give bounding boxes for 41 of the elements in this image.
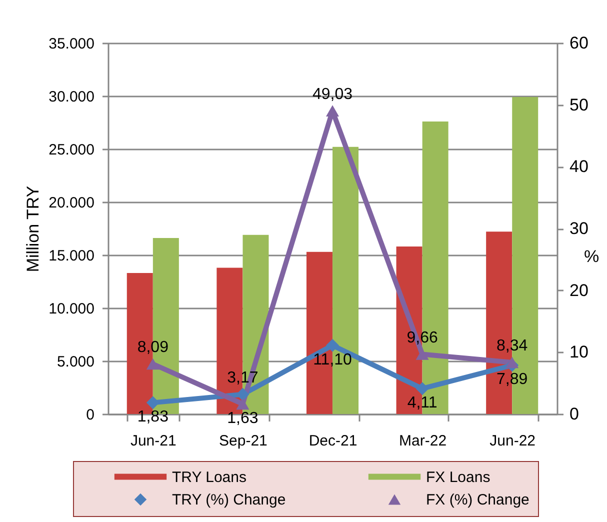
y2-tick-label: 40: [570, 157, 588, 176]
data-label: 7,89: [496, 371, 528, 388]
data-label: 49,03: [312, 86, 353, 103]
y-tick-label: 15.000: [48, 248, 94, 264]
y2-tick-label: 10: [570, 342, 588, 362]
data-label: 4,11: [407, 394, 438, 412]
x-tick-label: Jun-22: [490, 432, 536, 450]
point: [416, 348, 429, 360]
legend-label: FX Loans: [426, 468, 490, 486]
y2-tick-label: 20: [570, 280, 588, 300]
y2-tick-label: 60: [570, 34, 588, 52]
y2-tick-label: 30: [570, 219, 588, 238]
y-tick-label: 35.000: [48, 36, 94, 52]
point: [236, 388, 250, 401]
point: [326, 105, 340, 116]
x-tick-label: Sep-21: [219, 432, 268, 450]
legend-label: TRY Loans: [172, 468, 246, 486]
data-label: 1,63: [227, 410, 258, 427]
point: [236, 398, 250, 410]
y2-tick-label: 0: [570, 404, 579, 424]
y-tick-label: 5.000: [56, 354, 94, 370]
y2-axis-title: %: [584, 247, 600, 266]
y-tick-label: 10.000: [48, 300, 94, 318]
point: [146, 358, 160, 370]
y2-tick-label: 50: [570, 95, 588, 114]
y-tick-label: 20.000: [48, 194, 94, 212]
data-label: 8,09: [137, 338, 169, 356]
point: [506, 356, 519, 368]
y-tick-label: 0: [86, 406, 94, 424]
x-tick-label: Jun-21: [130, 432, 176, 450]
x-tick-label: Mar-22: [399, 432, 447, 450]
y-axis-title: Million TRY: [24, 186, 43, 272]
legend-label: TRY (%) Change: [172, 492, 286, 508]
point: [326, 338, 340, 352]
legend-label: FX (%) Change: [426, 492, 530, 508]
x-tick-label: Dec-21: [308, 432, 358, 450]
y-tick-label: 30.000: [48, 88, 94, 106]
data-label: 3,17: [227, 369, 258, 386]
point: [416, 382, 429, 396]
point: [146, 396, 160, 410]
y-tick-label: 25.000: [48, 142, 94, 158]
